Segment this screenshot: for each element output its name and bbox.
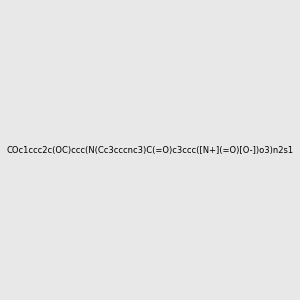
Text: COc1ccc2c(OC)ccc(N(Cc3cccnc3)C(=O)c3ccc([N+](=O)[O-])o3)n2s1: COc1ccc2c(OC)ccc(N(Cc3cccnc3)C(=O)c3ccc(… (6, 146, 294, 154)
